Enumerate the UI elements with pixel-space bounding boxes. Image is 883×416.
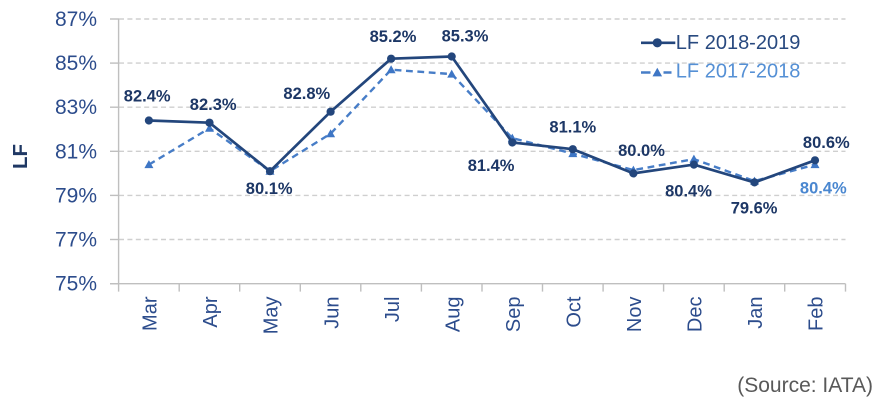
svg-text:Feb: Feb: [806, 297, 828, 331]
svg-text:85.2%: 85.2%: [370, 28, 417, 46]
svg-text:79.6%: 79.6%: [731, 199, 778, 217]
svg-text:79%: 79%: [55, 184, 97, 207]
svg-text:81.4%: 81.4%: [468, 157, 515, 175]
svg-text:(Source: IATA): (Source: IATA): [737, 374, 873, 397]
svg-text:LF: LF: [9, 144, 32, 169]
svg-text:85.3%: 85.3%: [442, 28, 489, 46]
svg-text:Dec: Dec: [685, 297, 707, 333]
svg-text:Jan: Jan: [745, 297, 767, 329]
svg-text:Jul: Jul: [382, 297, 404, 323]
svg-text:Oct: Oct: [564, 296, 586, 328]
svg-text:Nov: Nov: [624, 297, 646, 333]
svg-text:85%: 85%: [55, 52, 97, 75]
svg-text:Jun: Jun: [321, 297, 343, 329]
svg-text:87%: 87%: [55, 8, 97, 31]
svg-text:Aug: Aug: [442, 297, 464, 333]
svg-text:LF 2018-2019: LF 2018-2019: [676, 32, 801, 54]
svg-text:82.4%: 82.4%: [124, 87, 171, 105]
svg-text:Mar: Mar: [140, 296, 162, 331]
svg-text:80.4%: 80.4%: [665, 182, 712, 200]
svg-text:80.4%: 80.4%: [800, 180, 847, 198]
svg-text:Apr: Apr: [200, 296, 222, 327]
svg-text:83%: 83%: [55, 96, 97, 119]
svg-text:75%: 75%: [55, 273, 97, 296]
svg-text:May: May: [261, 297, 283, 335]
svg-text:Sep: Sep: [503, 297, 525, 333]
svg-text:80.0%: 80.0%: [618, 142, 665, 160]
svg-text:82.3%: 82.3%: [190, 96, 237, 114]
svg-text:LF 2017-2018: LF 2017-2018: [676, 60, 801, 82]
svg-text:81%: 81%: [55, 140, 97, 163]
svg-text:80.1%: 80.1%: [246, 180, 293, 198]
svg-text:77%: 77%: [55, 229, 97, 252]
svg-text:82.8%: 82.8%: [283, 85, 330, 103]
svg-text:80.6%: 80.6%: [803, 134, 850, 152]
svg-text:81.1%: 81.1%: [549, 119, 596, 137]
